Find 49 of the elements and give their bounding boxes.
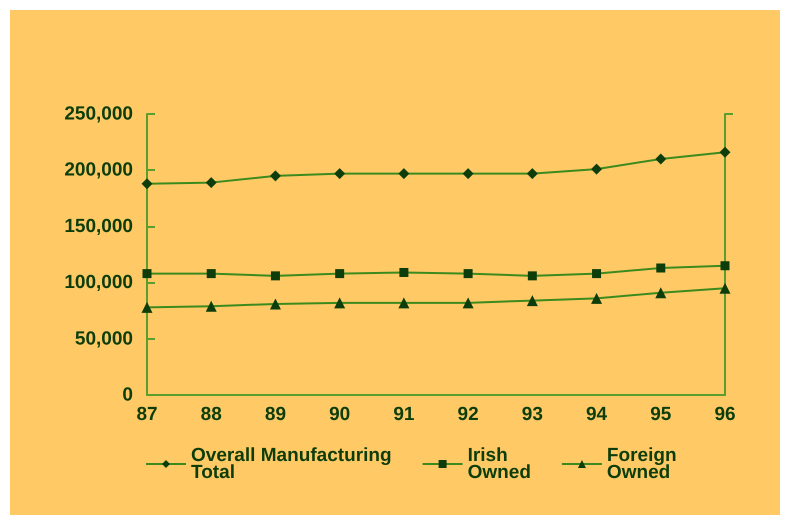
point bbox=[592, 269, 602, 278]
x-tick-label: 92 bbox=[458, 404, 479, 425]
x-tick-label: 90 bbox=[329, 404, 350, 425]
x-tick-label: 89 bbox=[264, 404, 286, 425]
point bbox=[270, 170, 281, 182]
point bbox=[720, 282, 730, 294]
x-tick-label: 94 bbox=[586, 404, 608, 425]
point bbox=[142, 178, 152, 190]
legend-label: Irish Owned bbox=[468, 445, 531, 483]
y-tick-label: 0 bbox=[122, 384, 133, 406]
point bbox=[142, 302, 152, 313]
x-tick-label: 87 bbox=[136, 404, 158, 425]
point bbox=[399, 268, 408, 277]
point bbox=[398, 168, 410, 180]
point bbox=[206, 177, 217, 188]
point bbox=[334, 297, 346, 308]
point bbox=[720, 261, 730, 270]
x-tick-label: 93 bbox=[522, 404, 543, 425]
point bbox=[528, 271, 537, 280]
point bbox=[142, 269, 152, 278]
point bbox=[591, 164, 602, 175]
point bbox=[591, 292, 602, 304]
point bbox=[206, 269, 216, 278]
point bbox=[398, 297, 410, 308]
point bbox=[464, 269, 473, 278]
point bbox=[526, 295, 538, 306]
y-tick-label: 150,000 bbox=[64, 216, 133, 237]
point bbox=[335, 269, 344, 278]
point bbox=[462, 168, 474, 180]
point bbox=[334, 168, 346, 180]
y-tick-label: 100,000 bbox=[64, 272, 133, 294]
point bbox=[270, 298, 281, 310]
x-tick-label: 88 bbox=[200, 404, 222, 425]
x-tick-label: 95 bbox=[650, 404, 672, 425]
point bbox=[656, 263, 666, 272]
point bbox=[720, 146, 730, 158]
legend-label: Overall Manufacturing Total bbox=[191, 445, 392, 483]
legend-label: Foreign Owned bbox=[606, 445, 677, 483]
y-tick-label: 200,000 bbox=[64, 160, 133, 181]
x-tick-label: 96 bbox=[714, 404, 736, 425]
point bbox=[655, 153, 666, 164]
x-tick-label: 91 bbox=[393, 404, 415, 425]
point bbox=[526, 168, 538, 180]
point bbox=[655, 287, 666, 298]
y-tick-label: 250,000 bbox=[64, 104, 133, 124]
point bbox=[270, 271, 280, 280]
point bbox=[462, 297, 474, 308]
point bbox=[206, 300, 217, 312]
y-tick-label: 50,000 bbox=[74, 328, 133, 350]
